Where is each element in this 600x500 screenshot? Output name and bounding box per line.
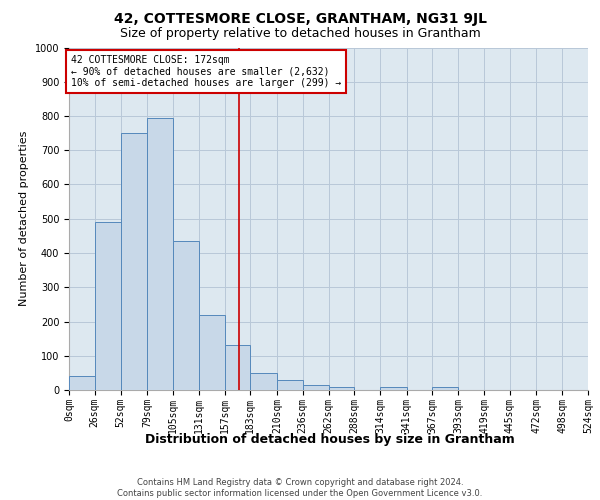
Text: Contains HM Land Registry data © Crown copyright and database right 2024.
Contai: Contains HM Land Registry data © Crown c… [118, 478, 482, 498]
Bar [277, 380, 303, 390]
Bar [433, 388, 458, 390]
Text: 42, COTTESMORE CLOSE, GRANTHAM, NG31 9JL: 42, COTTESMORE CLOSE, GRANTHAM, NG31 9JL [113, 12, 487, 26]
Bar [95, 222, 121, 390]
Bar [250, 373, 277, 390]
Bar [224, 346, 250, 390]
Bar [303, 384, 329, 390]
Text: 42 COTTESMORE CLOSE: 172sqm
← 90% of detached houses are smaller (2,632)
10% of : 42 COTTESMORE CLOSE: 172sqm ← 90% of det… [71, 55, 341, 88]
Bar [147, 118, 173, 390]
Bar [380, 388, 407, 390]
Bar [173, 241, 199, 390]
Bar [329, 386, 354, 390]
Bar [69, 376, 95, 390]
Bar [121, 133, 147, 390]
Text: Distribution of detached houses by size in Grantham: Distribution of detached houses by size … [145, 432, 515, 446]
Text: Size of property relative to detached houses in Grantham: Size of property relative to detached ho… [119, 28, 481, 40]
Y-axis label: Number of detached properties: Number of detached properties [19, 131, 29, 306]
Bar [199, 314, 224, 390]
